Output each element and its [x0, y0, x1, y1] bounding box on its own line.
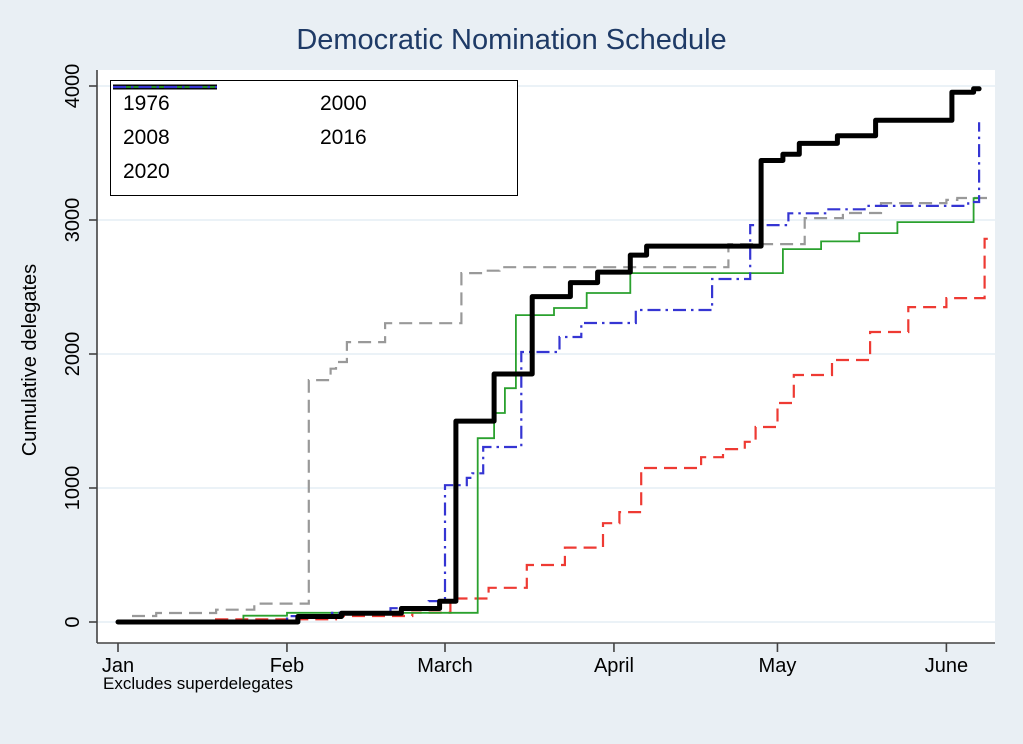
data-series — [115, 86, 990, 625]
legend-entry-2000: 2000 — [113, 86, 517, 121]
series-line-2020 — [115, 86, 982, 625]
chart-title: Democratic Nomination Schedule — [296, 24, 727, 56]
y-tick-label-3000: 3000 — [62, 198, 84, 243]
y-tick-label-2000: 2000 — [62, 332, 84, 377]
series-line-1976 — [118, 237, 990, 624]
series-line-2000 — [118, 197, 980, 623]
legend-label-1976: 1976 — [123, 92, 170, 115]
legend: 1976 2008 2020 2000 2016 — [110, 80, 518, 196]
legend-entry-2016: 2016 — [113, 85, 517, 155]
axis-tick-labels: 0 1000 2000 3000 4000 Jan Feb March April May June — [62, 64, 968, 677]
footnote: Excludes superdelegates — [103, 674, 293, 693]
legend-entry-2020: 2020 — [113, 84, 320, 189]
y-tick-label-4000: 4000 — [62, 64, 84, 109]
legend-label-2020: 2020 — [123, 160, 170, 183]
y-tick-label-0: 0 — [62, 616, 84, 627]
axes — [89, 70, 995, 652]
x-tick-label-Feb: Feb — [270, 655, 304, 677]
legend-label-2008: 2008 — [123, 126, 170, 149]
legend-label-2016: 2016 — [320, 126, 367, 149]
y-axis-title: Cumulative delegates — [19, 264, 41, 456]
x-tick-label-June: June — [925, 655, 968, 677]
series-line-2008 — [118, 196, 990, 624]
x-tick-label-May: May — [759, 655, 797, 677]
legend-entry-2008: 2008 — [113, 85, 320, 155]
x-tick-label-Jan: Jan — [102, 655, 134, 677]
y-tick-label-1000: 1000 — [62, 466, 84, 511]
legend-label-2000: 2000 — [320, 92, 367, 115]
x-tick-label-April: April — [594, 655, 634, 677]
x-tick-label-March: March — [417, 655, 473, 677]
legend-line-sample-2016 — [113, 85, 217, 89]
